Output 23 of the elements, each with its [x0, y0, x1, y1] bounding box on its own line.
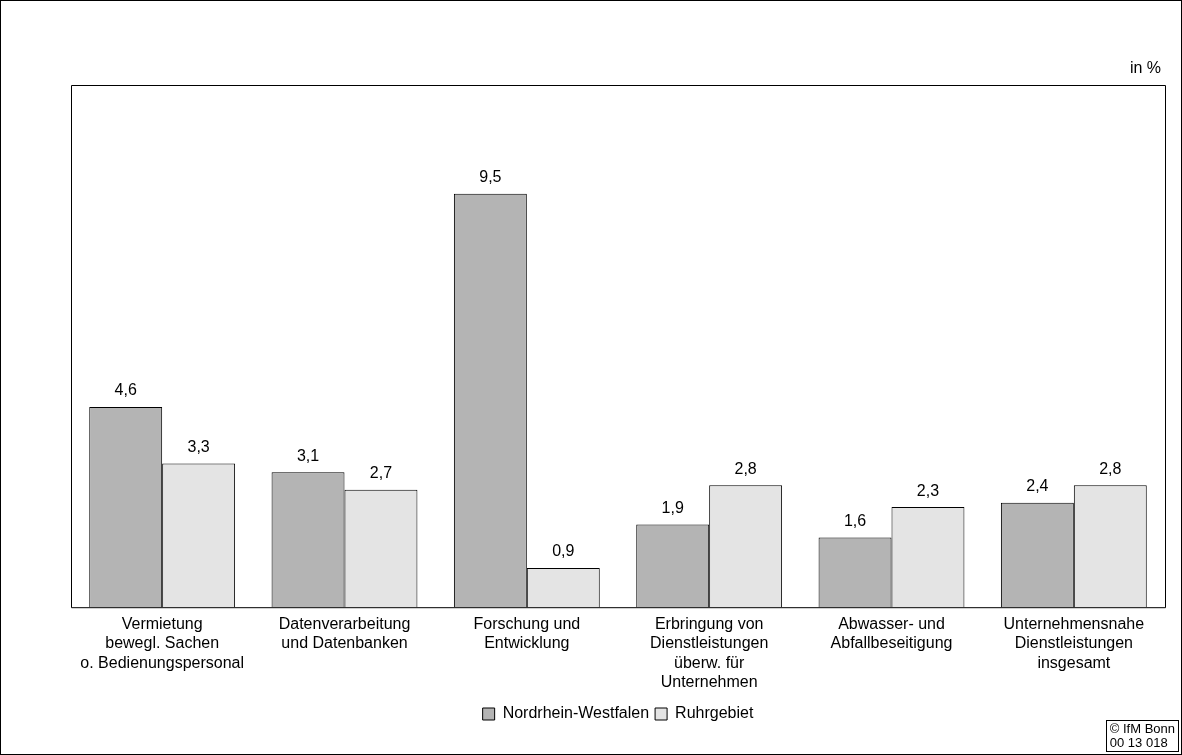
x-tick-label: Abwasser- und Abfallbeseitigung	[830, 615, 953, 652]
data-label: 2,4	[1026, 477, 1049, 495]
data-label: 4,6	[114, 381, 137, 399]
x-tick-label: Unternehmensnahe Dienstleistungen insgesamt	[1003, 615, 1145, 671]
data-label: 1,9	[661, 498, 684, 516]
data-label: 2,3	[916, 481, 940, 499]
text: in %	[1129, 59, 1161, 77]
data-label: 2,8	[1099, 459, 1122, 477]
text: 00 13 018	[1109, 735, 1169, 750]
text: © IfM Bonn	[1109, 721, 1175, 736]
data-label: 2,8	[734, 459, 757, 477]
x-tick-label: Vermietung bewegl. Sachen o. Bedienungspersonal	[80, 615, 245, 671]
data-label: 1,6	[843, 511, 867, 529]
data-label: 2,7	[369, 464, 393, 482]
data-label: 3,3	[187, 438, 210, 455]
data-label: 0,9	[552, 542, 575, 560]
x-tick-label: Erbringung von Dienstleistungen überw. für Unternehmen	[650, 615, 769, 690]
data-label: 3,1	[296, 446, 320, 464]
data-label: 9,5	[479, 168, 502, 186]
legend-label: Nordrhein-Westfalen	[502, 704, 650, 722]
x-tick-label: Datenverarbeitung und Datenbanken	[278, 615, 411, 652]
x-tick-label: Forschung und Entwicklung	[473, 615, 581, 652]
legend-label: Ruhrgebiet	[675, 704, 754, 722]
